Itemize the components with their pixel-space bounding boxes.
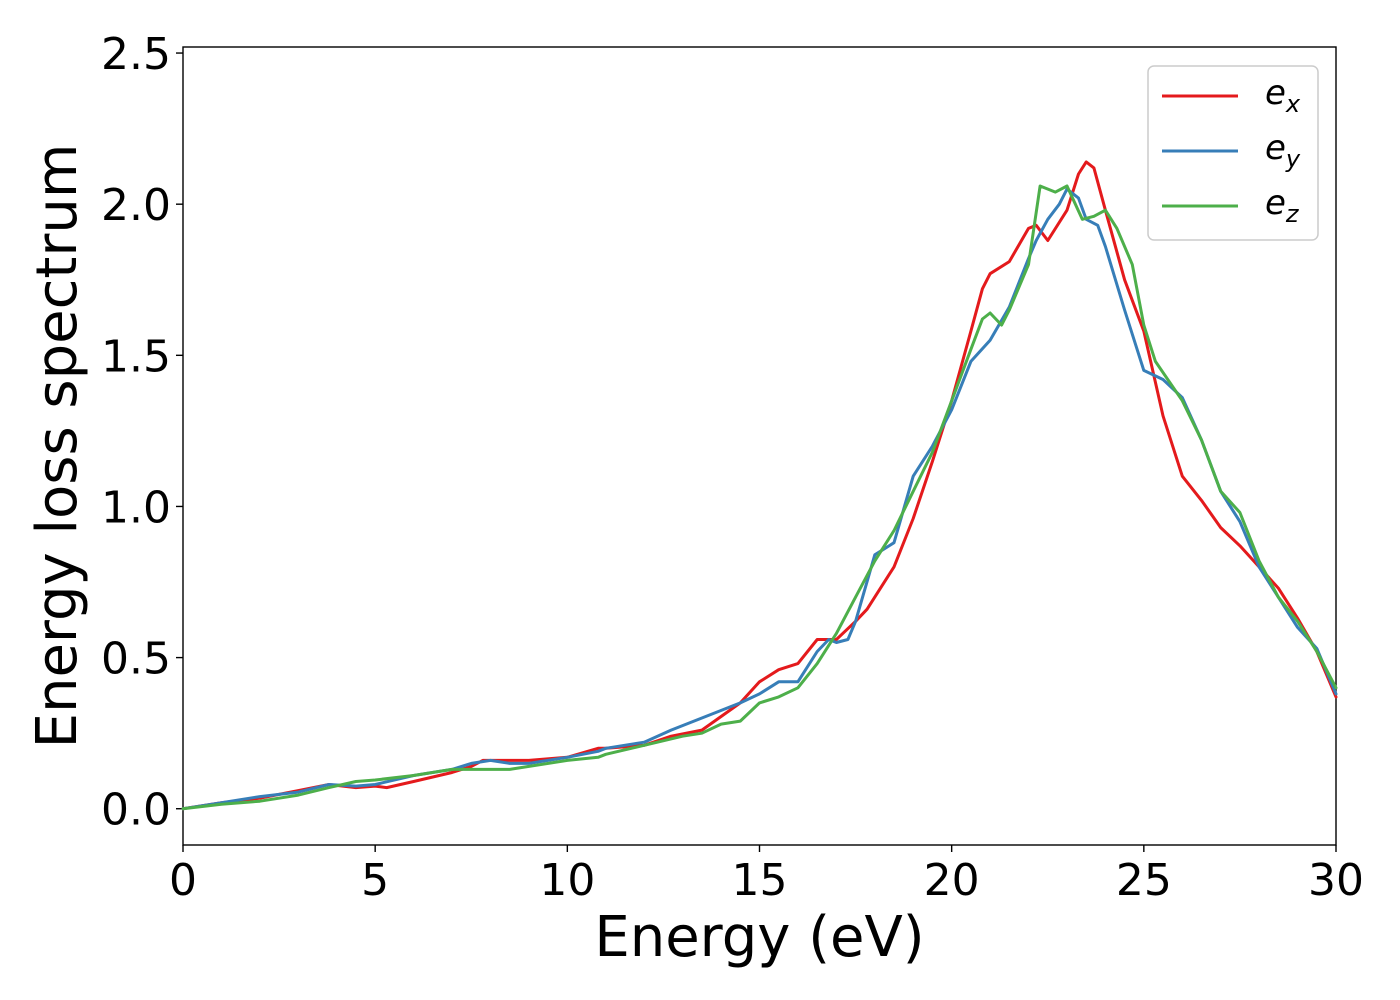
legend-label-e-y: ey <box>1265 128 1301 173</box>
legend-label-subscript: y <box>1285 145 1301 173</box>
legend-frame <box>1147 65 1319 241</box>
x-tick-label: 30 <box>1308 855 1364 906</box>
legend-label-base: e <box>1265 73 1286 113</box>
x-axis: 0 5 10 15 20 25 30 <box>169 845 1364 906</box>
legend-label-e-x: ex <box>1265 73 1301 118</box>
y-axis-label: Energy loss spectrum <box>25 144 90 749</box>
y-tick-label: 0.5 <box>101 634 171 685</box>
series-line-e-z <box>181 184 1338 811</box>
y-tick-label: 1.0 <box>101 482 171 533</box>
legend-label-e-z: ez <box>1265 183 1300 228</box>
series-line-e-y <box>181 187 1338 811</box>
y-tick-label: 0.0 <box>101 785 171 836</box>
y-tick-label: 2.5 <box>101 29 171 80</box>
legend-label-subscript: x <box>1285 90 1301 118</box>
y-tick-label: 2.0 <box>101 180 171 231</box>
y-axis: 0.0 0.5 1.0 1.5 2.0 2.5 <box>101 29 183 836</box>
series-line-e-x <box>181 160 1338 811</box>
x-tick-label: 10 <box>539 855 595 906</box>
x-tick-label: 0 <box>169 855 197 906</box>
x-tick-label: 5 <box>361 855 389 906</box>
legend-label-subscript: z <box>1285 200 1300 228</box>
x-axis-label: Energy (eV) <box>594 905 924 970</box>
series-layer <box>181 160 1338 811</box>
x-tick-label: 15 <box>732 855 788 906</box>
legend-label-base: e <box>1265 128 1286 168</box>
x-tick-label: 20 <box>924 855 980 906</box>
legend-label-base: e <box>1265 183 1286 223</box>
y-tick-label: 1.5 <box>101 331 171 382</box>
x-tick-label: 25 <box>1116 855 1172 906</box>
